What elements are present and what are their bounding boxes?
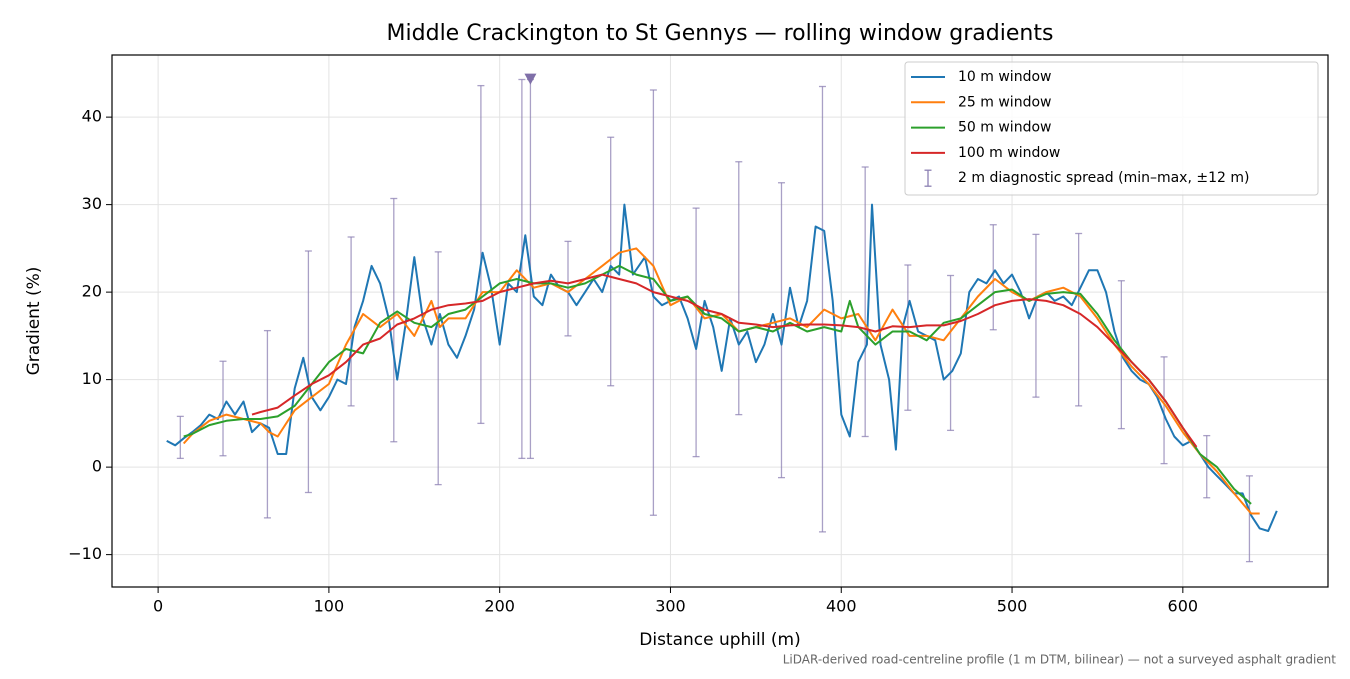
error-bar	[692, 207, 700, 458]
error-bar	[1075, 232, 1083, 407]
y-tick-label: 20	[82, 282, 102, 301]
chart-title: Middle Crackington to St Gennys — rollin…	[387, 21, 1054, 46]
error-bar	[347, 236, 355, 407]
peak-marker	[524, 73, 537, 85]
series-line	[183, 264, 1252, 505]
y-axis-label: Gradient (%)	[24, 267, 44, 376]
y-tick-label: −10	[68, 544, 102, 563]
y-tick-label: 40	[82, 107, 102, 126]
error-bar	[989, 224, 997, 331]
series-line	[166, 203, 1278, 532]
series-line	[182, 247, 1260, 515]
legend-label: 2 m diagnostic spread (min–max, ±12 m)	[958, 170, 1249, 186]
error-bar	[649, 89, 657, 516]
legend-label: 10 m window	[958, 69, 1051, 85]
legend-label: 25 m window	[958, 94, 1051, 110]
x-axis-label: Distance uphill (m)	[639, 630, 800, 650]
error-bar	[390, 197, 398, 443]
error-bar	[777, 182, 785, 479]
error-bar	[304, 250, 312, 494]
error-bar	[1203, 434, 1211, 499]
error-bar	[434, 251, 442, 486]
footnote: LiDAR-derived road-centreline profile (1…	[783, 653, 1337, 667]
x-tick-label: 200	[484, 597, 515, 616]
y-tick-label: 30	[82, 194, 102, 213]
x-tick-label: 100	[314, 597, 345, 616]
plot-frame	[111, 54, 1329, 588]
x-tick-label: 0	[153, 597, 163, 616]
error-bar	[947, 274, 955, 432]
x-tick-label: 400	[826, 597, 857, 616]
error-bar	[735, 161, 743, 416]
legend-box	[904, 61, 1319, 196]
error-bar	[176, 415, 184, 460]
y-tick-label: 0	[92, 457, 102, 476]
error-bar	[518, 78, 526, 460]
y-tick-label: 10	[82, 369, 102, 388]
x-tick-label: 300	[655, 597, 686, 616]
error-bar	[904, 264, 912, 411]
error-bar	[818, 85, 826, 533]
x-tick-label: 600	[1168, 597, 1199, 616]
x-tick-label: 500	[997, 597, 1028, 616]
legend-swatch	[924, 169, 932, 187]
error-bar	[861, 166, 869, 438]
error-bar	[607, 136, 615, 387]
error-bar	[263, 329, 271, 519]
legend-label: 100 m window	[958, 145, 1060, 161]
error-bar	[477, 84, 485, 425]
error-bar	[1245, 475, 1253, 563]
series-line	[251, 273, 1198, 448]
error-bar	[1032, 233, 1040, 398]
error-bar	[1160, 356, 1168, 465]
legend-label: 50 m window	[958, 120, 1051, 136]
